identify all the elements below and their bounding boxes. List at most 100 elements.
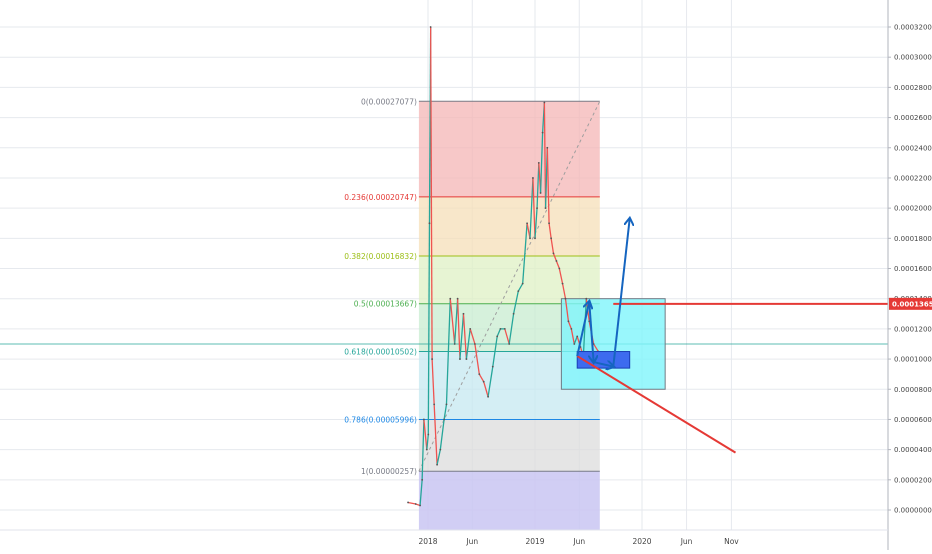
price-segment [517, 283, 524, 292]
fib-trend-line [418, 101, 601, 472]
fib-level-label: 0.618(0.00010502) [344, 347, 417, 356]
price-segment [456, 298, 461, 360]
price-point [496, 335, 499, 338]
fib-band-bottom [418, 471, 600, 530]
price-point [567, 320, 570, 323]
price-point [456, 297, 459, 300]
price-point [449, 297, 452, 300]
fib-band [418, 255, 600, 304]
time-axis-label: Jun [680, 537, 693, 546]
price-point [537, 161, 540, 164]
price-segment [474, 343, 480, 375]
price-point [544, 207, 547, 210]
price-point [414, 503, 417, 505]
price-point [482, 380, 485, 383]
price-segment [429, 26, 433, 360]
price-point [431, 358, 434, 360]
price-segment [508, 313, 515, 345]
price-segment [407, 501, 416, 505]
price-segment [459, 313, 465, 360]
price-point [512, 312, 515, 315]
price-segment [529, 177, 534, 239]
price-segment [561, 283, 567, 299]
time-axis-label: Jun [572, 537, 585, 546]
price-point [487, 395, 489, 398]
price-point [462, 312, 465, 315]
price-segment [564, 298, 570, 322]
price-point [443, 418, 446, 421]
price-point [478, 373, 481, 376]
price-point [546, 146, 549, 149]
price-segment [423, 419, 428, 450]
price-segment [570, 328, 575, 345]
descending-trendline[interactable] [576, 355, 737, 454]
price-point [555, 260, 558, 262]
price-segment [522, 223, 528, 284]
price-segment [543, 102, 547, 209]
projection-arrow[interactable] [612, 219, 629, 367]
fib-band [418, 419, 600, 472]
time-axis-label: Nov [724, 537, 739, 546]
price-point [436, 463, 438, 466]
price-segment [431, 359, 435, 405]
price-segment [534, 208, 538, 239]
fib-level-label: 0.5(0.00013667) [354, 300, 417, 309]
price-point [517, 290, 520, 293]
zone-box[interactable] [560, 298, 666, 390]
price-segment [427, 223, 431, 435]
price-point [585, 297, 588, 300]
price-point [508, 343, 511, 345]
price-segment [546, 147, 550, 224]
fib-level-label: 1(0.00000257) [361, 467, 417, 476]
price-segment [492, 336, 498, 367]
price-segment [449, 298, 456, 345]
price-point [453, 343, 456, 345]
price-segment [454, 298, 459, 345]
price-point [532, 177, 534, 179]
time-axis-label: 2018 [418, 537, 437, 546]
price-segment [478, 373, 485, 383]
price-segment [421, 419, 425, 480]
price-point [491, 365, 494, 368]
price-segment [487, 366, 494, 397]
price-point [422, 418, 425, 421]
time-axis-label: 2019 [525, 537, 544, 546]
price-point [459, 358, 461, 360]
fib-level-label: 0(0.00027077) [361, 97, 417, 106]
price-segment [469, 328, 476, 345]
price-segment [552, 253, 558, 262]
price-segment [419, 479, 423, 506]
price-segment [512, 291, 519, 314]
price-point [570, 327, 573, 330]
projection-arrow[interactable] [576, 302, 589, 357]
projection-arrow[interactable] [593, 362, 614, 367]
price-segment [436, 449, 441, 465]
price-point [541, 131, 544, 134]
projection-arrow[interactable] [589, 301, 593, 362]
price-segment [433, 404, 438, 465]
price-segment [465, 328, 471, 360]
price-point [499, 327, 502, 330]
price-segment [555, 260, 560, 269]
fib-band [418, 196, 600, 256]
price-point [428, 222, 431, 225]
time-axis-label: Jun [465, 537, 478, 546]
price-segment [504, 328, 510, 345]
price-segment [483, 381, 489, 397]
price-segment [496, 328, 502, 337]
price-segment [593, 343, 599, 352]
